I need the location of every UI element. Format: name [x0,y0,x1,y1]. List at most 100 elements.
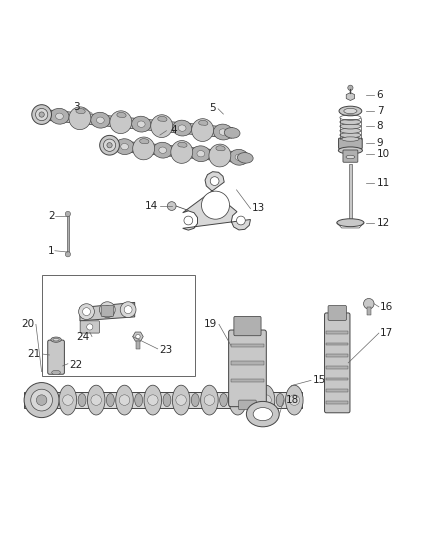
Circle shape [184,216,193,225]
Circle shape [364,298,374,309]
Text: 12: 12 [377,217,390,228]
Ellipse shape [178,125,186,131]
Ellipse shape [173,385,190,415]
Ellipse shape [237,152,253,163]
Ellipse shape [132,116,151,132]
Ellipse shape [51,337,61,342]
Circle shape [24,383,59,418]
Bar [326,366,348,368]
Ellipse shape [106,393,114,407]
Ellipse shape [88,385,105,415]
Ellipse shape [340,124,361,129]
Circle shape [289,395,300,405]
Ellipse shape [339,106,362,116]
Ellipse shape [121,143,128,150]
Ellipse shape [53,338,59,341]
Circle shape [36,395,47,405]
FancyBboxPatch shape [234,317,261,336]
Ellipse shape [340,133,361,138]
Bar [326,401,348,403]
Text: 9: 9 [377,138,383,148]
Ellipse shape [346,155,355,159]
Text: 13: 13 [252,203,265,213]
Ellipse shape [173,120,192,136]
Ellipse shape [340,119,361,125]
Ellipse shape [133,137,155,160]
Ellipse shape [209,144,231,167]
Ellipse shape [337,219,364,227]
Circle shape [237,216,245,225]
Ellipse shape [159,147,166,154]
Ellipse shape [32,104,52,124]
Polygon shape [346,93,355,101]
Ellipse shape [100,135,120,155]
Bar [367,307,371,314]
Circle shape [176,395,187,405]
Ellipse shape [163,393,171,407]
Circle shape [348,85,353,91]
Bar [326,331,348,334]
Text: 18: 18 [286,395,299,405]
Bar [136,341,140,349]
Circle shape [79,304,95,319]
Ellipse shape [110,111,132,134]
Bar [349,164,352,219]
Text: 1: 1 [48,246,55,256]
Circle shape [83,308,90,316]
Text: 21: 21 [27,349,40,359]
Ellipse shape [35,108,48,120]
Circle shape [136,334,140,339]
Ellipse shape [115,139,134,155]
Circle shape [63,395,73,405]
Circle shape [201,191,230,219]
Polygon shape [183,172,251,230]
Bar [231,378,264,382]
FancyBboxPatch shape [229,330,266,407]
Circle shape [87,324,93,330]
Circle shape [31,389,53,411]
FancyBboxPatch shape [343,150,358,162]
Text: 24: 24 [77,333,90,343]
FancyBboxPatch shape [239,400,256,410]
Polygon shape [133,332,143,341]
Circle shape [99,302,115,318]
Circle shape [210,177,219,185]
Circle shape [120,302,136,318]
Bar [326,389,348,392]
Polygon shape [80,302,135,321]
Ellipse shape [144,385,162,415]
Text: 19: 19 [204,319,217,329]
Polygon shape [158,116,167,122]
Ellipse shape [171,141,193,163]
Text: 14: 14 [145,201,158,211]
Bar [231,361,264,365]
Bar [326,377,348,380]
Bar [326,354,348,357]
Bar [67,214,69,254]
Ellipse shape [338,147,363,154]
Text: 15: 15 [313,375,326,385]
Circle shape [91,395,102,405]
Text: 7: 7 [377,106,383,116]
Circle shape [65,211,71,216]
Circle shape [124,306,132,313]
Polygon shape [140,139,149,144]
Polygon shape [199,120,208,125]
Ellipse shape [230,149,248,165]
Ellipse shape [138,121,145,127]
Ellipse shape [69,107,91,130]
Ellipse shape [91,112,110,128]
Ellipse shape [219,129,227,135]
Ellipse shape [191,146,210,161]
FancyBboxPatch shape [48,340,64,374]
Ellipse shape [253,408,272,421]
Circle shape [119,395,130,405]
Circle shape [103,306,111,313]
Bar [42,275,195,376]
Ellipse shape [52,370,60,375]
Ellipse shape [78,393,86,407]
Text: 17: 17 [380,328,393,338]
Ellipse shape [151,115,173,138]
Circle shape [65,252,71,257]
Ellipse shape [116,385,133,415]
